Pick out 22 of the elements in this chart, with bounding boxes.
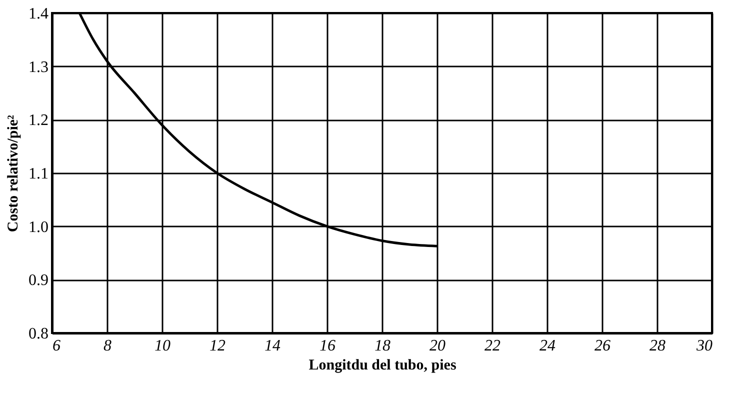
y-tick-label: 1.3 <box>28 58 48 76</box>
x-tick-label: 8 <box>104 338 112 354</box>
y-tick-label: 1.2 <box>28 112 48 130</box>
y-tick-label: 1.4 <box>28 6 48 22</box>
x-tick-label: 26 <box>594 338 610 354</box>
y-axis-title: Costo relativo/pie² <box>6 114 22 232</box>
y-tick-label: 0.9 <box>28 272 48 290</box>
x-axis-title: Longitdu del tubo, pies <box>308 358 456 374</box>
y-tick-label: 1.1 <box>28 166 48 182</box>
x-tick-label: 12 <box>210 338 226 354</box>
x-tick-label: 30 <box>696 338 712 354</box>
x-tick-label: 20 <box>430 338 446 354</box>
x-tick-label: 22 <box>484 338 500 354</box>
y-tick-label: 0.8 <box>28 326 48 342</box>
x-tick-label: 18 <box>374 338 390 354</box>
x-tick-label: 16 <box>320 338 336 354</box>
x-tick-label: 24 <box>540 338 556 354</box>
x-tick-label: 14 <box>264 338 280 354</box>
x-tick-label: 10 <box>154 338 170 354</box>
y-tick-label: 1.0 <box>28 218 48 236</box>
x-tick-label: 28 <box>650 338 666 354</box>
x-tick-label: 6 <box>52 338 60 354</box>
